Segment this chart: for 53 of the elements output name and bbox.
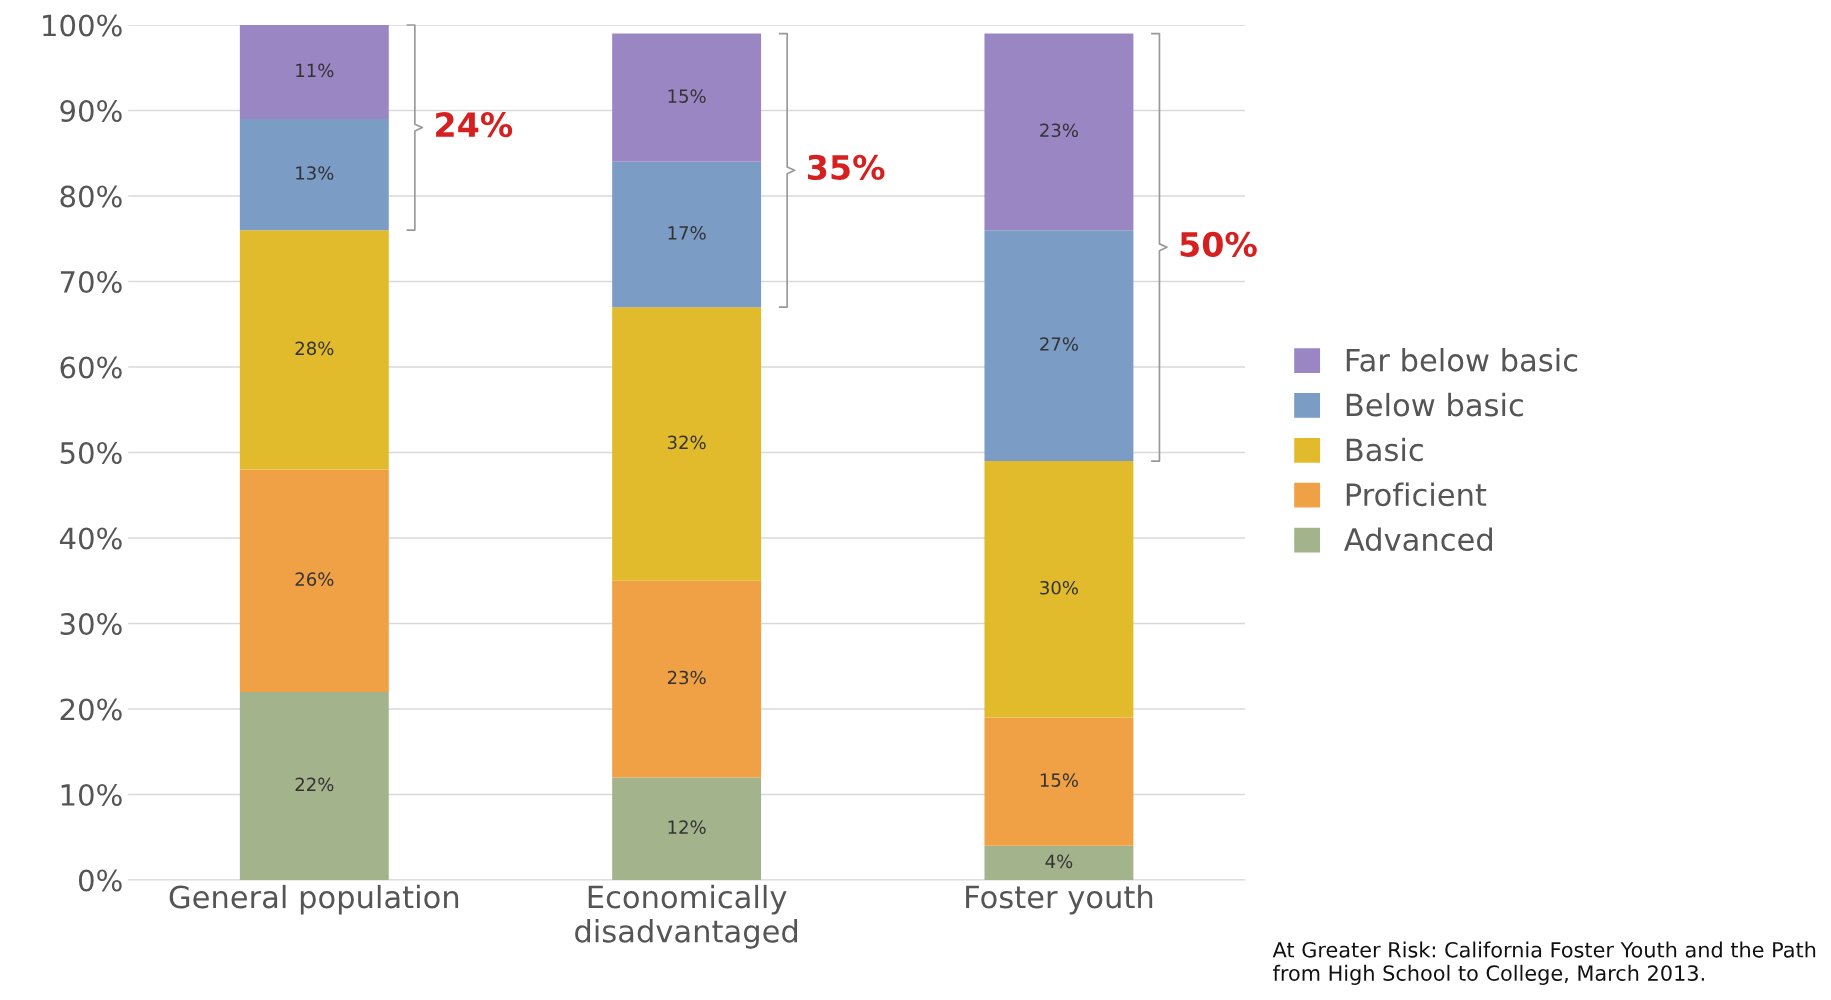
data-label: 11%: [296, 63, 334, 78]
y-tick-label: 10%: [61, 783, 122, 806]
data-label: 12%: [668, 820, 706, 834]
bar: [612, 307, 762, 581]
bar: [239, 230, 389, 470]
bar: [612, 580, 762, 778]
annotation: 24%: [436, 112, 513, 138]
bar: [612, 777, 762, 880]
data-label: 28%: [295, 341, 334, 356]
y-tick-label: 20%: [60, 698, 122, 721]
data-label: 17%: [668, 226, 706, 240]
bar: [239, 691, 389, 880]
x-tick-label: General population: [169, 884, 459, 915]
data-label: 23%: [667, 670, 706, 685]
y-tick-label: 0%: [78, 869, 122, 892]
y-tick-label: 80%: [60, 185, 122, 208]
data-label: 32%: [667, 435, 706, 450]
legend-label: Proficient: [1346, 482, 1487, 507]
bar: [984, 461, 1134, 718]
y-tick-label: 50%: [60, 441, 122, 464]
annotation: 35%: [807, 154, 885, 181]
y-tick-label: 40%: [59, 527, 122, 550]
data-label: 4%: [1045, 854, 1073, 869]
bar: [984, 717, 1134, 846]
y-tick-label: 90%: [60, 99, 122, 122]
text: At Greater Risk: California Foster Youth and the Path from High School to College, March 2013.: [1272, 941, 1816, 985]
x-tick-label: Foster youth: [966, 884, 1153, 915]
data-label: 15%: [1040, 773, 1078, 787]
bar: [239, 25, 389, 120]
bar: [984, 230, 1134, 462]
y-tick-label: 70%: [60, 270, 122, 293]
data-label: 30%: [1040, 580, 1078, 595]
data-label: 26%: [295, 572, 334, 586]
bar: [239, 119, 389, 231]
data-label: 23%: [1040, 123, 1078, 138]
annotation: 50%: [1180, 231, 1257, 257]
y-tick-label: 60%: [60, 356, 122, 379]
legend-label: Basic: [1346, 437, 1423, 462]
bar: [612, 161, 762, 308]
x-tick-label: Economically disadvantaged: [575, 884, 798, 949]
legend-label: Below basic: [1346, 392, 1523, 417]
data-label: 13%: [296, 166, 334, 180]
bar: [984, 845, 1134, 880]
data-label: 15%: [668, 89, 706, 103]
data-label: 22%: [295, 777, 334, 792]
legend-label: Advanced: [1344, 527, 1492, 552]
bar: [984, 33, 1134, 231]
data-label: 27%: [1040, 337, 1078, 351]
bar: [612, 33, 762, 162]
legend-label: Far below basic: [1346, 348, 1578, 372]
y-tick-label: 30%: [60, 612, 122, 635]
y-tick-label: 100%: [43, 14, 122, 37]
bar: [239, 469, 389, 692]
